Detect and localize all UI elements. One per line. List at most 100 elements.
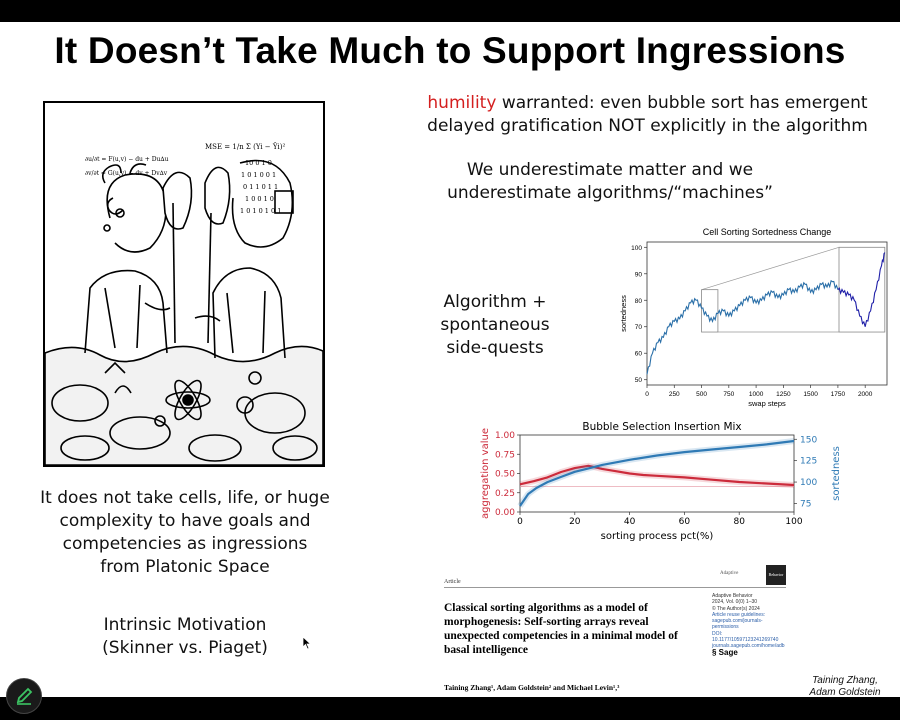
meta-copyright: © The Author(s) 2024 (712, 605, 760, 612)
chart1-xtick-label: 500 (696, 391, 707, 398)
journal-logo: Behavior (766, 565, 786, 585)
meta-journal-link[interactable]: journals.sagepub.com/home/adb (712, 643, 785, 650)
chart1-xtick-label: 2000 (858, 391, 873, 398)
chart2-title: Bubble Selection Insertion Mix (582, 421, 741, 433)
chart2-y2tick-label: 150 (800, 435, 817, 445)
chart1-xtick-label: 0 (645, 391, 649, 398)
chart1-ytick-label: 70 (635, 324, 643, 331)
chart2-xtick-label: 100 (785, 517, 802, 527)
chart2-xtick-label: 80 (733, 517, 745, 527)
cell-sorting-chart: Cell Sorting Sortedness Change swap steps… (619, 227, 888, 408)
chart1-xtick-label: 1000 (749, 391, 764, 398)
chart2-series-line (519, 439, 795, 507)
bubble-selection-chart: Bubble Selection Insertion Mix sorting pr… (480, 421, 842, 542)
chart2-ytick-label: 0.00 (495, 508, 515, 518)
credit-line-1: Taining Zhang, (812, 675, 878, 686)
chart2-ytick-label: 0.75 (495, 450, 515, 460)
mse-formula: MSE = 1/n Σ (Yi − Ŷi)² (205, 142, 285, 151)
chart2-xtick-label: 20 (569, 517, 581, 527)
chart1-series-line (646, 279, 839, 375)
meta-reuse[interactable]: Article reuse guidelines: (712, 611, 766, 618)
goals-line-4: from Platonic Space (100, 557, 270, 577)
meta-permissions-link[interactable]: sagepub.com/journals-permissions (712, 618, 763, 631)
chart2-xtick-label: 0 (517, 517, 523, 527)
paper-rule (444, 587, 786, 588)
meta-volume: 2024, Vol. 0(0) 1–30 (712, 599, 758, 606)
binary-line-1: 10 0 1 0 (245, 159, 272, 167)
mouse-cursor-icon (302, 636, 312, 650)
chart1-zoom-box (701, 289, 719, 333)
chart1-xlabel: swap steps (748, 399, 786, 408)
chart1-title: Cell Sorting Sortedness Change (703, 227, 832, 237)
algorithm-text: Algorithm + spontaneous side-quests (420, 291, 570, 360)
chart1-xtick-label: 250 (669, 391, 680, 398)
algorithm-line-2: spontaneous (440, 315, 550, 335)
chart1-xtick-label: 1250 (776, 391, 791, 398)
scientists-cartoon: MSE = 1/n Σ (Yi − Ŷi)² ∂u/∂t = F(u,v) − … (43, 101, 325, 467)
meta-journal: Adaptive Behavior (712, 593, 753, 599)
chart2-ytick-label: 0.50 (495, 470, 515, 480)
chart2-y2tick-label: 100 (800, 478, 817, 488)
chart1-ytick-label: 90 (635, 271, 643, 278)
intrinsic-line-2: (Skinner vs. Piaget) (102, 638, 268, 658)
paper-title: Classical sorting algorithms as a model … (444, 602, 678, 656)
goals-line-3: competencies as ingressions (62, 534, 308, 554)
humility-line-2: delayed gratification NOT explicitly in … (427, 116, 868, 136)
meta-doi-link[interactable]: DOI: 10.1177/10597123241269740 (712, 630, 779, 644)
chart1-frame (646, 241, 888, 386)
chart1-zoom-box (838, 246, 886, 333)
chart1-ytick-label: 80 (635, 298, 643, 305)
intrinsic-line-1: Intrinsic Motivation (103, 615, 267, 635)
chart1-zoom-connector (701, 246, 840, 291)
chart2-ytick-label: 0.25 (495, 489, 515, 499)
chart1-ylabel: sortedness (619, 295, 628, 332)
chart1-xtick-label: 1750 (831, 391, 846, 398)
goals-text: It does not take cells, life, or huge co… (10, 487, 360, 579)
chart2-y2tick-label: 75 (800, 499, 811, 509)
credit-line-2: Adam Goldstein (809, 687, 881, 697)
article-label: Article (444, 579, 461, 585)
chart2-series-line (519, 464, 795, 487)
algorithm-line-1: Algorithm + (443, 292, 547, 312)
chart1-ytick-label: 50 (635, 377, 643, 384)
chart1-xtick-label: 750 (723, 391, 734, 398)
cartoon-drawing: MSE = 1/n Σ (Yi − Ŷi)² ∂u/∂t = F(u,v) − … (45, 142, 323, 465)
binary-line-2: 1 0 1 0 0 1 (241, 171, 276, 179)
underestimate-text: We underestimate matter and we underesti… (420, 159, 800, 205)
chart2-y2tick-label: 125 (800, 457, 817, 467)
intrinsic-motivation-text: Intrinsic Motivation (Skinner vs. Piaget… (60, 614, 310, 660)
humility-rest: warranted: even bubble sort has emergent (496, 93, 868, 113)
paper-snippet: Adaptive Behavior Article Classical sort… (440, 565, 790, 695)
slide-title: It Doesn’t Take Much to Support Ingressi… (54, 30, 846, 71)
chart2-xtick-label: 60 (679, 517, 691, 527)
binary-line-4: 1 0 0 1 0 (245, 195, 274, 203)
chart1-ytick-label: 60 (635, 351, 643, 358)
publisher-logo: § Sage (712, 647, 738, 657)
underestimate-line-1: We underestimate matter and we (466, 160, 754, 180)
chart2-y2label: sortedness (831, 446, 842, 501)
chart1-ytick-label: 100 (631, 245, 642, 252)
binary-line-5: 1 0 1 0 1 0 1 (240, 207, 281, 215)
paper-authors: Taining Zhang¹, Adam Goldstein² and Mich… (444, 683, 620, 692)
algorithm-line-3: side-quests (446, 338, 544, 358)
humility-text: humility warranted: even bubble sort has… (395, 92, 900, 138)
chart2-ytick-label: 1.00 (495, 431, 515, 441)
chart1-series-line (837, 252, 886, 327)
pen-icon (16, 687, 33, 705)
journal-label: Adaptive (720, 571, 739, 576)
chart2-ylabel: aggregation value (480, 428, 491, 519)
chart2-xlabel: sorting process pct(%) (601, 531, 714, 542)
underestimate-line-2: underestimate algorithms/“machines” (447, 183, 773, 203)
reaction-diffusion-u: ∂u/∂t = F(u,v) − du + Du∆u (85, 156, 169, 163)
goals-line-1: It does not take cells, life, or huge (40, 488, 330, 508)
binary-line-3: 0 1 1 0 1 1 (243, 183, 278, 191)
reaction-diffusion-v: ∂v/∂t = G(u,v) − dv + Dv∆v (85, 170, 168, 177)
paper-meta: Adaptive Behavior 2024, Vol. 0(0) 1–30 ©… (712, 593, 785, 657)
annotate-pen-button[interactable] (6, 678, 42, 714)
publisher-name: Sage (718, 647, 738, 657)
slide: It Doesn’t Take Much to Support Ingressi… (0, 22, 900, 697)
credit-text: Taining Zhang, Adam Goldstein (790, 675, 900, 697)
humility-word: humility (427, 93, 497, 113)
chart1-xtick-label: 1500 (803, 391, 818, 398)
goals-line-2: complexity to have goals and (59, 511, 311, 531)
